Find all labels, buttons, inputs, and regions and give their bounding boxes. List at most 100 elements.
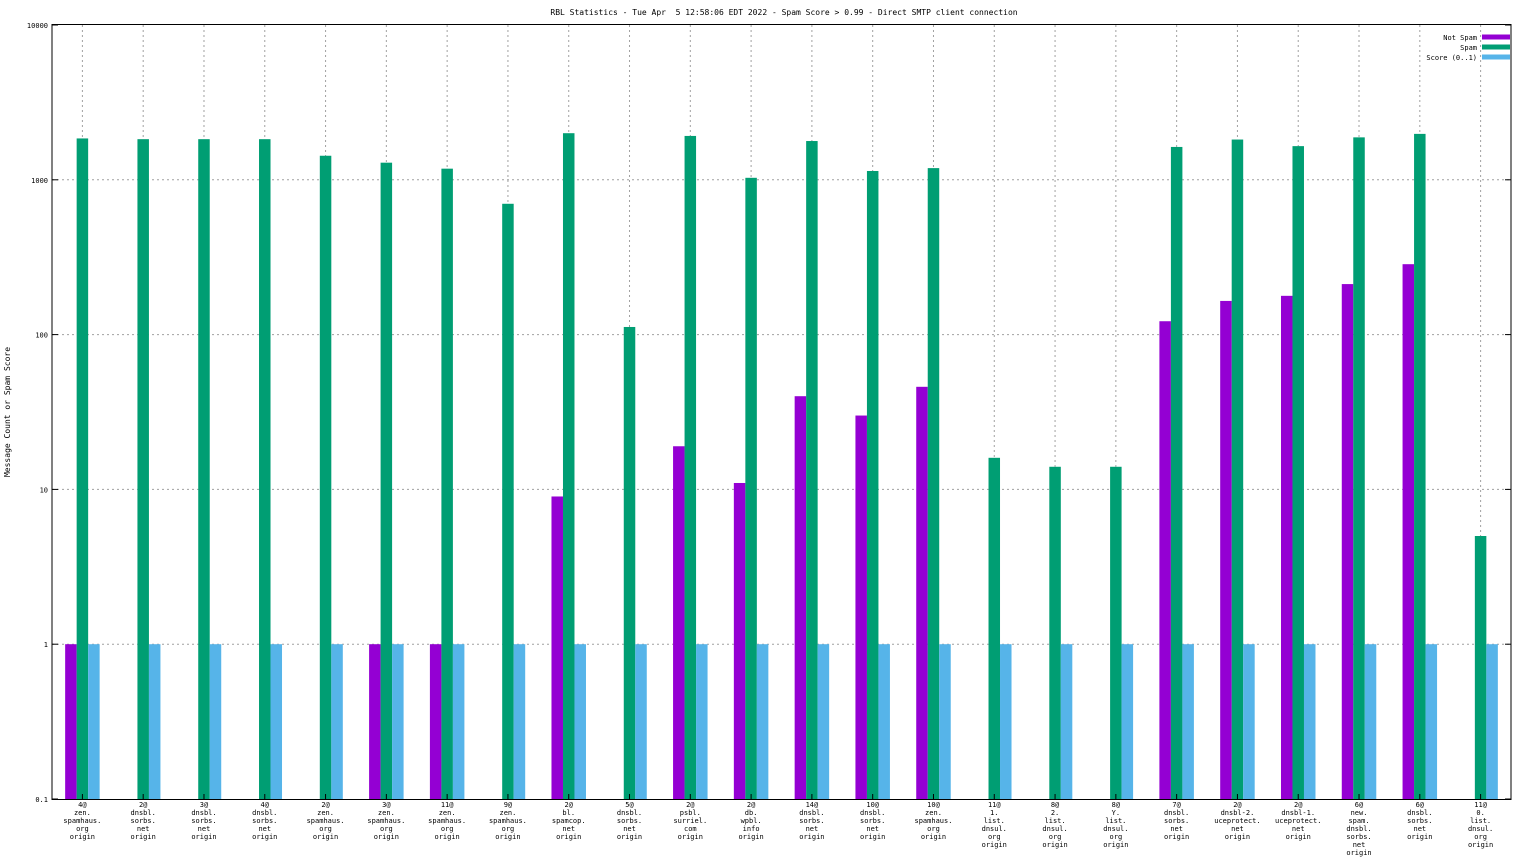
- bar-score-0-1: [939, 644, 951, 799]
- bar-spam: [1231, 139, 1244, 800]
- x-tick-label: 3@ dnsbl. sorbs. net origin: [191, 801, 216, 841]
- y-axis-ticks: 0.1 1 10 100 1000 10000: [27, 22, 1511, 804]
- bar-score-0-1: [1060, 644, 1073, 799]
- bar-spam: [1049, 466, 1061, 799]
- x-tick-label: 2@ dnsbl-1. uceprotect. net origin: [1275, 801, 1321, 841]
- x-tick-label: 2@ dnsbl-2. uceprotect. net origin: [1214, 801, 1260, 841]
- x-tick-label: 2@ dnsbl. sorbs. net origin: [131, 801, 156, 841]
- bar-score-0-1: [270, 644, 283, 799]
- x-tick-label: 2@ psbl. surriel. com origin: [673, 801, 707, 841]
- bar-spam: [1353, 137, 1365, 800]
- x-tick-label: 6@ new. spam. dnsbl. sorbs. net origin: [1346, 801, 1371, 857]
- bar-spam: [76, 138, 89, 799]
- x-tick-label: 2@ bl. spamcop. net origin: [552, 801, 586, 841]
- bar-score-0-1: [1182, 644, 1194, 799]
- bar-not-spam: [733, 482, 746, 799]
- bar-spam: [927, 168, 940, 800]
- bar-spam: [380, 162, 393, 799]
- bar-spam: [1292, 146, 1304, 799]
- y-tick-label: 1000: [31, 177, 48, 185]
- bar-score-0-1: [513, 644, 526, 799]
- legend-swatch: [1482, 34, 1510, 40]
- bar-not-spam: [1402, 264, 1415, 799]
- bar-score-0-1: [756, 644, 769, 799]
- bar-not-spam: [551, 496, 563, 799]
- legend-label: Score (0..1): [1426, 54, 1477, 62]
- x-tick-label: 9@ zen. spamhaus. org origin: [489, 801, 527, 841]
- x-tick-label: 10@ zen. spamhaus. org origin: [915, 801, 953, 841]
- y-tick-label: 0.1: [35, 796, 48, 804]
- legend-swatch: [1482, 44, 1510, 50]
- bar-spam: [319, 155, 332, 799]
- bar-score-0-1: [1121, 644, 1134, 799]
- bar-not-spam: [1220, 300, 1232, 799]
- bar-spam: [623, 326, 636, 799]
- bar-score-0-1: [392, 644, 404, 799]
- x-tick-label: 14@ dnsbl. sorbs. net origin: [799, 801, 824, 841]
- bar-spam: [562, 133, 575, 799]
- legend-label: Spam: [1460, 44, 1477, 52]
- bar-not-spam: [1159, 321, 1171, 799]
- bar-score-0-1: [331, 644, 343, 799]
- x-tick-label: 5@ dnsbl. sorbs. net origin: [617, 801, 642, 841]
- x-tick-label: 10@ dnsbl. sorbs. net origin: [860, 801, 885, 841]
- legend: Not Spam Spam Score (0..1): [1426, 34, 1510, 62]
- bar-score-0-1: [1486, 644, 1498, 799]
- bar-score-0-1: [452, 644, 465, 799]
- bar-score-0-1: [209, 644, 222, 799]
- x-tick-label: 3@ zen. spamhaus. org origin: [367, 801, 405, 841]
- bar-not-spam: [1280, 295, 1293, 799]
- bar-score-0-1: [1425, 644, 1438, 799]
- x-tick-label: 8@ 2. list. dnsul. org origin: [1042, 801, 1067, 849]
- bar-spam: [198, 139, 210, 800]
- bar-spam: [806, 141, 818, 799]
- y-tick-label: 1: [44, 641, 48, 649]
- bar-score-0-1: [696, 644, 708, 799]
- bar-spam: [502, 203, 514, 799]
- bar-not-spam: [369, 644, 381, 799]
- bar-not-spam: [673, 446, 685, 799]
- y-tick-label: 10000: [27, 22, 48, 30]
- bar-spam: [259, 139, 271, 800]
- bar-score-0-1: [1364, 644, 1377, 799]
- bars: [65, 133, 1498, 800]
- legend-swatch: [1482, 54, 1510, 60]
- bar-score-0-1: [878, 644, 890, 799]
- x-tick-label: 11@ 1. list. dnsul. org origin: [982, 801, 1007, 849]
- bar-score-0-1: [817, 644, 830, 799]
- x-tick-label: 11@ zen. spamhaus. org origin: [428, 801, 466, 841]
- x-tick-label: 4@ zen. spamhaus. org origin: [63, 801, 101, 841]
- bar-spam: [745, 177, 757, 799]
- bar-score-0-1: [1243, 644, 1255, 799]
- legend-label: Not Spam: [1443, 34, 1477, 42]
- bar-spam: [866, 170, 879, 800]
- bar-score-0-1: [574, 644, 586, 799]
- x-tick-label: 8@ Y. list. dnsul. org origin: [1103, 801, 1128, 849]
- bar-score-0-1: [1303, 644, 1316, 799]
- x-tick-label: 11@ 0. list. dnsul. org origin: [1468, 801, 1493, 849]
- bar-not-spam: [1341, 284, 1354, 800]
- bar-not-spam: [65, 644, 77, 799]
- bar-score-0-1: [88, 644, 100, 799]
- bar-spam: [684, 135, 697, 799]
- x-tick-label: 6@ dnsbl. sorbs. net origin: [1407, 801, 1432, 841]
- x-axis-labels: 4@ zen. spamhaus. org origin 2@ dnsbl. sorbs. ne…: [63, 794, 1493, 857]
- y-axis-label: Message Count or Spam Score: [3, 347, 12, 477]
- bar-score-0-1: [148, 644, 161, 799]
- bar-spam: [1414, 133, 1426, 799]
- y-tick-label: 100: [35, 332, 48, 340]
- chart-title: RBL Statistics - Tue Apr 5 12:58:06 EDT …: [550, 8, 1017, 17]
- x-tick-label: 7@ dnsbl. sorbs. net origin: [1164, 801, 1189, 841]
- bar-score-0-1: [1000, 644, 1012, 799]
- bar-not-spam: [855, 415, 867, 799]
- bar-not-spam: [429, 644, 442, 799]
- bar-not-spam: [916, 386, 928, 799]
- bar-score-0-1: [635, 644, 647, 799]
- x-tick-label: 4@ dnsbl. sorbs. net origin: [252, 801, 277, 841]
- x-tick-label: 2@ zen. spamhaus. org origin: [307, 801, 345, 841]
- bar-spam: [137, 139, 149, 800]
- bar-not-spam: [794, 396, 807, 799]
- bar-spam: [1170, 146, 1183, 799]
- bar-spam: [441, 168, 453, 800]
